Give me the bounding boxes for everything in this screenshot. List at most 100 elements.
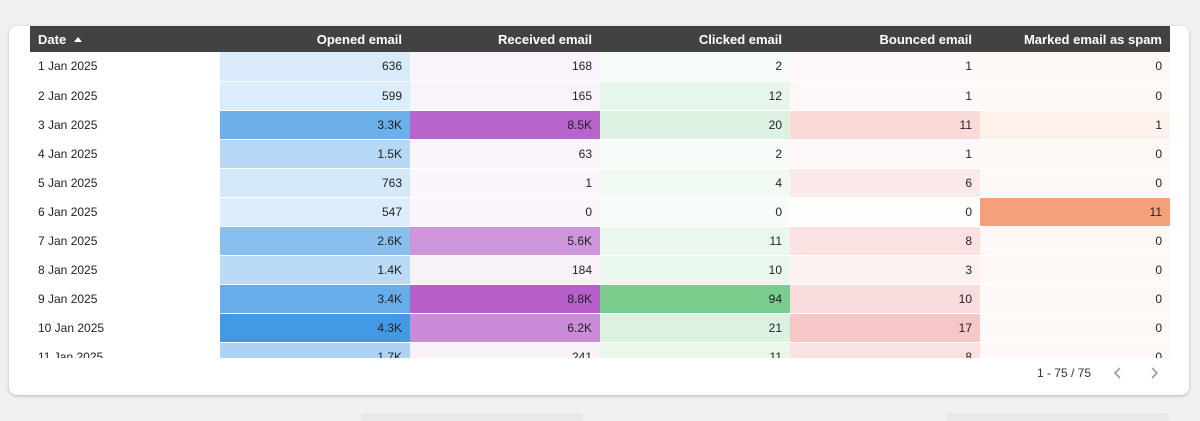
- cell-received: 168: [410, 52, 600, 82]
- bottom-card-edge: [946, 413, 1170, 421]
- cell-received: 8.5K: [410, 110, 600, 140]
- column-header-label: Date: [38, 31, 67, 47]
- cell-received: 241: [410, 342, 600, 358]
- cell-spam: 0: [980, 342, 1170, 358]
- table-scroll-area[interactable]: Date Opened email Received email Clicked…: [30, 26, 1170, 358]
- cell-clicked: 10: [600, 255, 790, 285]
- cell-opened: 2.6K: [220, 226, 410, 256]
- cell-bounced: 10: [790, 284, 980, 314]
- cell-opened: 599: [220, 81, 410, 111]
- cell-date: 9 Jan 2025: [30, 284, 220, 314]
- cell-spam: 1: [980, 110, 1170, 140]
- table-row: 2 Jan 2025 599 165 12 1 0: [30, 81, 1170, 111]
- table-row: 4 Jan 2025 1.5K 63 2 1 0: [30, 139, 1170, 169]
- cell-received: 8.8K: [410, 284, 600, 314]
- cell-date: 11 Jan 2025: [30, 342, 220, 358]
- cell-date: 1 Jan 2025: [30, 52, 220, 82]
- table-row: 9 Jan 2025 3.4K 8.8K 94 10 0: [30, 284, 1170, 314]
- cell-bounced: 1: [790, 81, 980, 111]
- column-header-label: Bounced email: [879, 31, 972, 47]
- table-row: 1 Jan 2025 636 168 2 1 0: [30, 52, 1170, 82]
- cell-clicked: 20: [600, 110, 790, 140]
- bottom-card-edge: [360, 413, 584, 421]
- cell-opened: 4.3K: [220, 313, 410, 343]
- cell-date: 6 Jan 2025: [30, 197, 220, 227]
- cell-clicked: 94: [600, 284, 790, 314]
- previous-page-button[interactable]: [1106, 361, 1130, 385]
- cell-clicked: 4: [600, 168, 790, 198]
- header-row: Date Opened email Received email Clicked…: [30, 26, 1170, 52]
- cell-bounced: 11: [790, 110, 980, 140]
- chevron-right-icon: [1151, 367, 1159, 379]
- table-card: Date Opened email Received email Clicked…: [9, 26, 1189, 395]
- cell-received: 63: [410, 139, 600, 169]
- cell-opened: 636: [220, 52, 410, 82]
- next-page-button[interactable]: [1142, 361, 1166, 385]
- column-header-label: Received email: [498, 31, 592, 47]
- cell-received: 6.2K: [410, 313, 600, 343]
- cell-clicked: 2: [600, 52, 790, 82]
- column-header-spam[interactable]: Marked email as spam: [980, 26, 1170, 52]
- cell-date: 3 Jan 2025: [30, 110, 220, 140]
- cell-spam: 0: [980, 255, 1170, 285]
- cell-clicked: 2: [600, 139, 790, 169]
- column-header-label: Opened email: [316, 31, 402, 47]
- table-body: 1 Jan 2025 636 168 2 1 0 2 Jan 2025 599 165 12 1 0 3…: [30, 52, 1170, 358]
- cell-opened: 547: [220, 197, 410, 227]
- table-row: 6 Jan 2025 547 0 0 0 11: [30, 197, 1170, 227]
- cell-bounced: 17: [790, 313, 980, 343]
- sort-ascending-icon: [74, 36, 83, 42]
- cell-opened: 763: [220, 168, 410, 198]
- cell-spam: 0: [980, 313, 1170, 343]
- cell-clicked: 0: [600, 197, 790, 227]
- table-footer: 1 - 75 / 75: [789, 358, 1189, 395]
- column-header-clicked[interactable]: Clicked email: [600, 26, 790, 52]
- cell-bounced: 3: [790, 255, 980, 285]
- table-row: 8 Jan 2025 1.4K 184 10 3 0: [30, 255, 1170, 285]
- cell-spam: 0: [980, 81, 1170, 111]
- cell-spam: 0: [980, 168, 1170, 198]
- cell-bounced: 1: [790, 139, 980, 169]
- chevron-left-icon: [1113, 367, 1121, 379]
- email-metrics-table: Date Opened email Received email Clicked…: [30, 26, 1170, 358]
- table-row: 10 Jan 2025 4.3K 6.2K 21 17 0: [30, 313, 1170, 343]
- pagination-range: 1 - 75 / 75: [1036, 366, 1091, 380]
- cell-date: 2 Jan 2025: [30, 81, 220, 111]
- cell-clicked: 11: [600, 226, 790, 256]
- cell-received: 1: [410, 168, 600, 198]
- cell-bounced: 0: [790, 197, 980, 227]
- cell-clicked: 11: [600, 342, 790, 358]
- cell-spam: 0: [980, 52, 1170, 82]
- cell-date: 8 Jan 2025: [30, 255, 220, 285]
- cell-date: 10 Jan 2025: [30, 313, 220, 343]
- cell-date: 7 Jan 2025: [30, 226, 220, 256]
- cell-opened: 1.5K: [220, 139, 410, 169]
- table-row: 7 Jan 2025 2.6K 5.6K 11 8 0: [30, 226, 1170, 256]
- cell-bounced: 1: [790, 52, 980, 82]
- cell-date: 4 Jan 2025: [30, 139, 220, 169]
- cell-received: 184: [410, 255, 600, 285]
- cell-opened: 1.4K: [220, 255, 410, 285]
- cell-spam: 0: [980, 139, 1170, 169]
- column-header-received[interactable]: Received email: [410, 26, 600, 52]
- cell-clicked: 21: [600, 313, 790, 343]
- cell-bounced: 6: [790, 168, 980, 198]
- cell-bounced: 8: [790, 226, 980, 256]
- column-header-bounced[interactable]: Bounced email: [790, 26, 980, 52]
- cell-spam: 0: [980, 284, 1170, 314]
- cell-clicked: 12: [600, 81, 790, 111]
- cell-bounced: 8: [790, 342, 980, 358]
- column-header-date[interactable]: Date: [30, 26, 220, 52]
- table-row: 5 Jan 2025 763 1 4 6 0: [30, 168, 1170, 198]
- column-header-label: Marked email as spam: [1023, 31, 1162, 47]
- cell-date: 5 Jan 2025: [30, 168, 220, 198]
- cell-spam: 0: [980, 226, 1170, 256]
- cell-spam: 11: [980, 197, 1170, 227]
- cell-received: 0: [410, 197, 600, 227]
- cell-opened: 1.7K: [220, 342, 410, 358]
- table-row: 3 Jan 2025 3.3K 8.5K 20 11 1: [30, 110, 1170, 140]
- cell-opened: 3.3K: [220, 110, 410, 140]
- cell-received: 165: [410, 81, 600, 111]
- column-header-opened[interactable]: Opened email: [220, 26, 410, 52]
- table-row: 11 Jan 2025 1.7K 241 11 8 0: [30, 342, 1170, 358]
